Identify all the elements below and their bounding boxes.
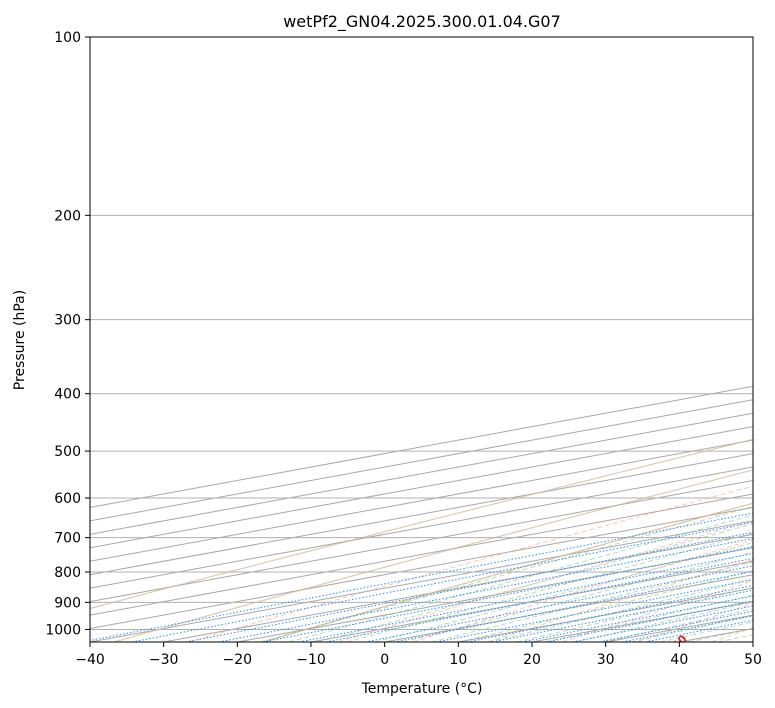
mixing-ratio-line: [299, 552, 753, 642]
moist-adiabat: [402, 551, 753, 642]
y-tick-label: 600: [54, 491, 81, 507]
isotherm-line: [163, 533, 753, 642]
y-tick-label: 400: [54, 387, 81, 403]
dry-adiabat-reference: [113, 469, 753, 642]
moist-adiabat: [718, 634, 753, 642]
moist-adiabat: [573, 601, 753, 642]
mixing-ratio-line: [546, 600, 753, 642]
plot-area: -100-90-80-70-60-50-40-30-20-10010203040…: [90, 37, 753, 652]
moist-adiabats: [260, 506, 753, 642]
moist-adiabat: [487, 578, 753, 642]
dry-adiabat: [487, 559, 753, 642]
mixing-ratio-line: [326, 557, 753, 642]
chart-title: wetPf2_GN04.2025.300.01.04.G07: [283, 12, 561, 32]
dry-adiabat: [263, 502, 753, 642]
x-tick-label: 40: [670, 652, 688, 668]
mixing-ratio-line: [90, 512, 753, 641]
x-tick-label: −40: [75, 652, 105, 668]
mixing-ratio-line: [599, 610, 753, 642]
isotherm-line: [90, 479, 753, 603]
isotherm-label: 40: [670, 632, 690, 652]
isotherm-line: [90, 520, 753, 642]
y-tick-label: 500: [54, 444, 81, 460]
isotherm-line: [605, 614, 753, 642]
y-tick-label: 800: [54, 565, 81, 581]
x-tick-label: 10: [449, 652, 467, 668]
y-tick-label: 700: [54, 531, 81, 547]
isotherm-line: [90, 453, 753, 576]
dry-adiabat: [188, 485, 753, 642]
x-tick-label: −20: [223, 652, 253, 668]
x-axis-ticks: −40 −30 −20 −10 0 10 20 30 40 50: [75, 642, 762, 668]
x-tick-label: −10: [296, 652, 326, 668]
isotherm-line: [90, 493, 753, 616]
moist-adiabat: [374, 542, 753, 642]
mixing-ratio-line: [218, 537, 753, 642]
y-tick-label: 300: [54, 313, 81, 329]
x-tick-label: −30: [149, 652, 179, 668]
mixing-ratio-line: [572, 605, 753, 642]
y-axis-ticks: 1000 900 800 700 600 500 400 300 200 100: [45, 30, 90, 638]
y-tick-label: 100: [54, 30, 81, 46]
moist-adiabat: [459, 570, 753, 642]
dry-adiabat-reference: [90, 438, 753, 610]
mixing-ratio-line: [262, 546, 753, 642]
dry-adiabat: [338, 520, 753, 642]
y-axis-label: Pressure (hPa): [12, 290, 28, 390]
y-tick-label: 200: [54, 208, 81, 224]
mixing-ratio-line: [185, 531, 753, 642]
isotherm-line: [752, 641, 753, 642]
mixing-ratio-line: [522, 595, 753, 642]
x-tick-label: 20: [523, 652, 541, 668]
x-tick-label: 50: [744, 652, 762, 668]
isotherm-line: [90, 426, 753, 549]
isotherm-line: [310, 560, 753, 642]
dry-adiabat-reference: [263, 502, 753, 642]
moist-adiabat: [688, 627, 753, 642]
isotherm-line: [90, 506, 753, 630]
moist-adiabat: [260, 506, 753, 642]
isotherm-line: [90, 439, 753, 562]
dry-adiabat: [711, 627, 753, 642]
isotherm-line: [237, 547, 753, 642]
x-tick-label: 0: [380, 652, 389, 668]
isotherms: [90, 385, 753, 642]
dry-adiabat: [412, 539, 753, 642]
x-tick-label: 30: [597, 652, 615, 668]
dry-adiabat: [562, 580, 753, 642]
moist-adiabat: [544, 594, 753, 642]
moist-adiabat: [288, 514, 753, 642]
x-axis-label: Temperature (°C): [361, 681, 483, 697]
moist-adiabat: [346, 532, 753, 642]
dry-adiabats: [90, 438, 753, 642]
y-tick-label: 900: [54, 595, 81, 611]
plot-frame: [89, 36, 754, 643]
mixing-ratio-line: [622, 615, 753, 642]
moist-adiabat: [317, 523, 753, 642]
y-tick-label: 1000: [45, 622, 81, 638]
mixing-ratio-lines: [90, 512, 753, 642]
